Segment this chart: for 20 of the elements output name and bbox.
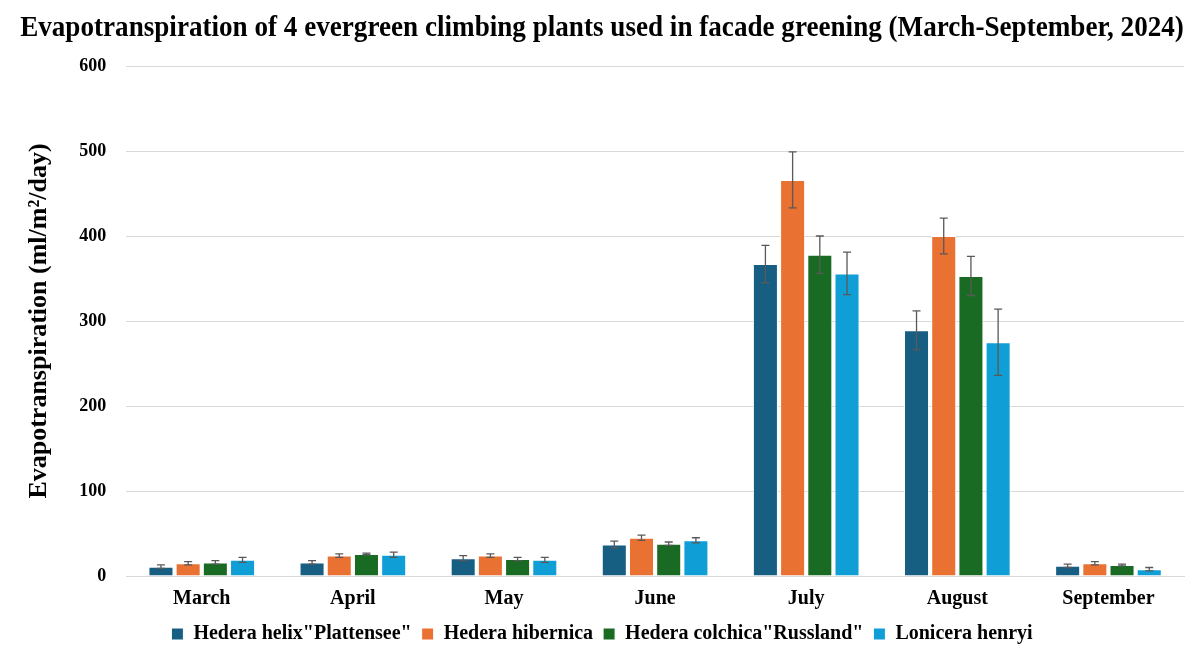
x-tick-label: September: [1062, 586, 1155, 610]
legend-label: Hedera hibernica: [443, 621, 594, 644]
y-tick-label: 600: [79, 54, 107, 75]
y-tick-label: 0: [97, 564, 107, 585]
x-tick-label: August: [926, 586, 989, 610]
x-tick-label: July: [787, 586, 825, 610]
x-tick-label: May: [484, 586, 524, 610]
y-tick-label: 400: [79, 224, 107, 245]
chart-title: Evapotranspiration of 4 evergreen climbing plants used in facade greening (March-September, 2024): [20, 9, 1184, 44]
legend-label: Lonicera henryi: [895, 621, 1034, 645]
y-tick-label: 500: [79, 139, 107, 160]
y-axis-title: Evapotranspiration (ml/m²/day): [23, 143, 53, 499]
legend-label: Hedera helix"Plattensee": [193, 621, 412, 644]
x-tick-label: April: [330, 586, 377, 610]
y-tick-label: 100: [79, 479, 107, 500]
legend-label: Hedera colchica"Russland": [625, 621, 864, 644]
x-tick-label: June: [634, 586, 676, 609]
y-tick-label: 300: [79, 309, 107, 330]
y-tick-label: 200: [79, 394, 107, 415]
x-tick-label: March: [173, 586, 231, 609]
